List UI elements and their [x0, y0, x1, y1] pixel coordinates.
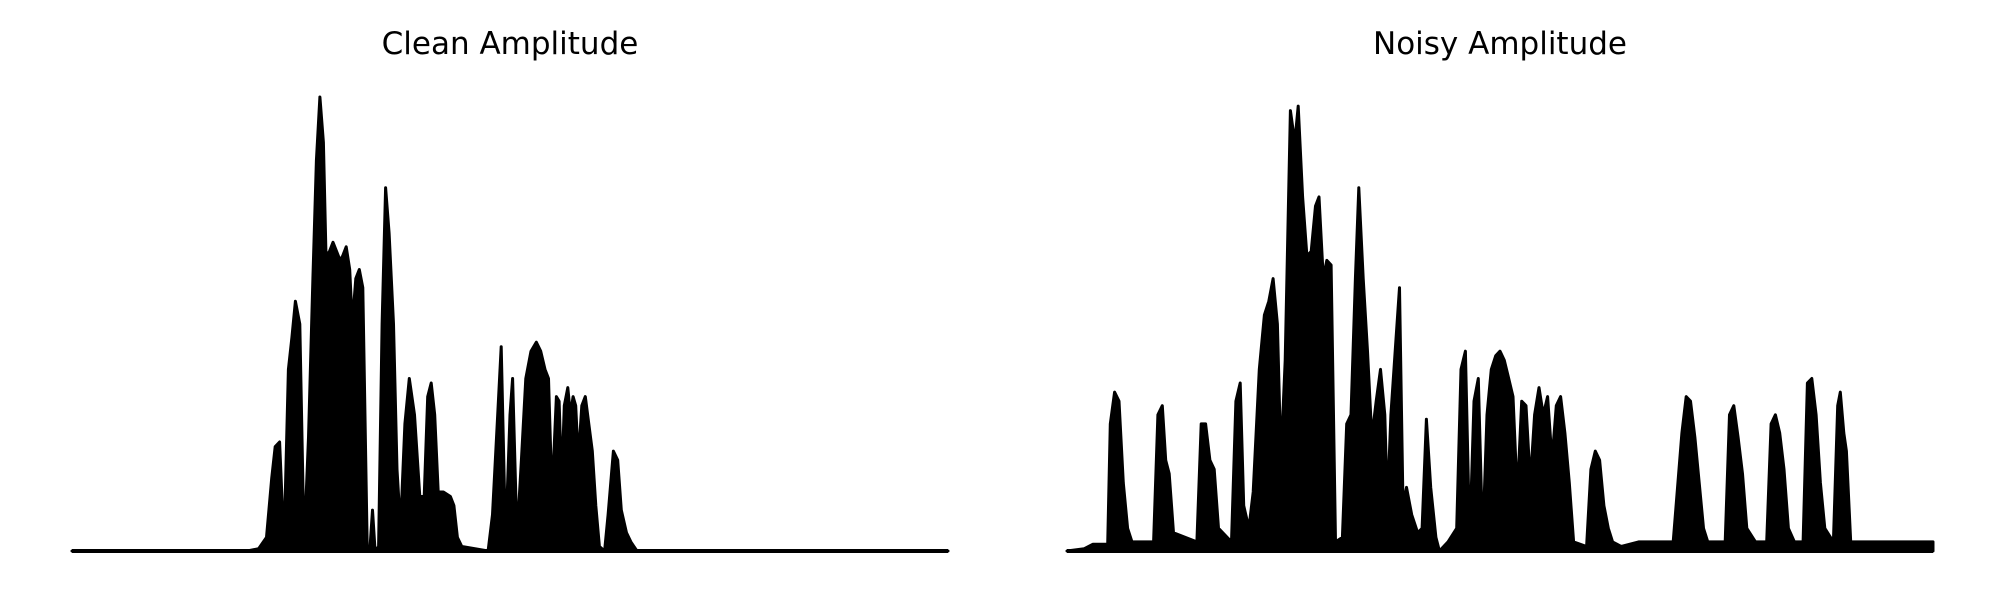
noisy-amplitude-panel: Noisy Amplitude	[1055, 0, 1945, 600]
amplitude-envelope	[70, 95, 950, 553]
clean-amplitude-panel: Clean Amplitude	[60, 0, 960, 600]
amplitude-envelope	[1065, 104, 1935, 553]
clean-amplitude-plot	[70, 95, 950, 553]
chart-title: Noisy Amplitude	[1373, 26, 1627, 62]
chart-title: Clean Amplitude	[381, 26, 639, 62]
noisy-amplitude-plot	[1065, 104, 1935, 553]
